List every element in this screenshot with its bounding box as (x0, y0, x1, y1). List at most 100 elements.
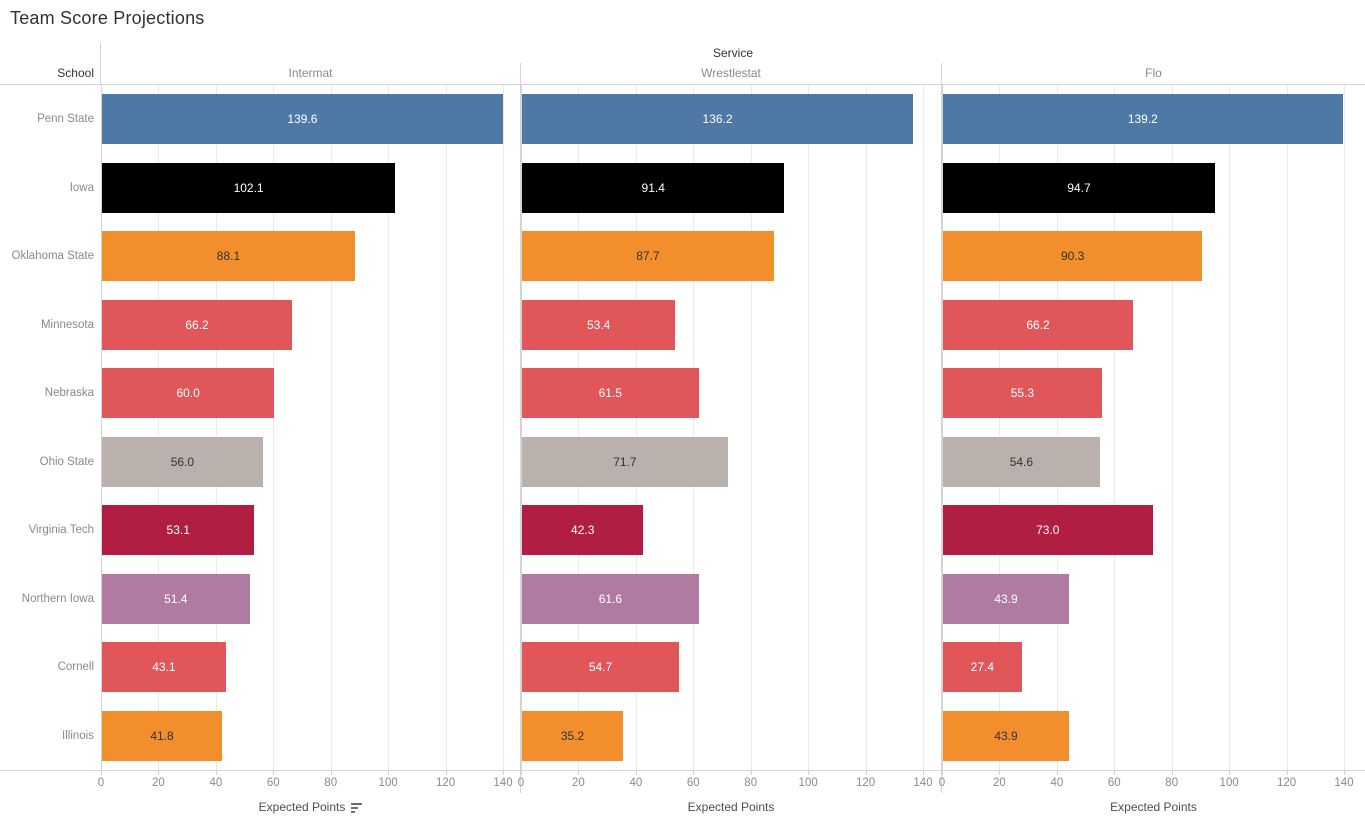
row-label-oklahoma-state[interactable]: Oklahoma State (11, 250, 94, 263)
bar-penn-state-intermat[interactable]: 139.6 (102, 94, 503, 145)
row-label-iowa[interactable]: Iowa (69, 181, 94, 194)
bar-value-label: 42.3 (571, 523, 595, 538)
panel-header-intermat[interactable]: Intermat (288, 66, 333, 80)
x-axis-title-label: Expected Points (687, 800, 775, 814)
bar-value-label: 53.4 (586, 317, 611, 332)
row-label-northern-iowa[interactable]: Northern Iowa (21, 592, 94, 605)
x-axis-title-wrestlestat[interactable]: Expected Points (521, 799, 941, 815)
axis-tick (521, 771, 522, 775)
bar-virginia-tech-wrestlestat[interactable]: 42.3 (522, 505, 644, 556)
axis-tick-label: 0 (938, 777, 946, 789)
bar-cornell-flo[interactable]: 27.4 (943, 642, 1022, 693)
axis-tick (578, 771, 580, 775)
row-label-ohio-state[interactable]: Ohio State (39, 455, 94, 468)
bar-value-label: 94.7 (1067, 180, 1091, 195)
bar-value-label: 61.5 (598, 386, 622, 401)
axis-tick (388, 771, 390, 775)
axis-tick-label: 60 (1107, 777, 1121, 789)
bar-value-label: 56.0 (170, 454, 195, 469)
bar-minnesota-flo[interactable]: 66.2 (943, 299, 1134, 350)
axis-tick (923, 771, 924, 775)
bar-cornell-intermat[interactable]: 43.1 (102, 642, 226, 693)
row-label-minnesota[interactable]: Minnesota (40, 318, 94, 331)
header-underline (0, 84, 1365, 85)
bar-virginia-tech-flo[interactable]: 73.0 (943, 505, 1153, 556)
axis-tick (330, 771, 332, 775)
row-label-nebraska[interactable]: Nebraska (44, 387, 94, 400)
bar-nebraska-wrestlestat[interactable]: 61.5 (522, 368, 699, 419)
axis-tick-label: 60 (266, 777, 280, 789)
axis-tick-label: 120 (855, 777, 876, 789)
page-title: Team Score Projections (10, 8, 205, 28)
bar-penn-state-wrestlestat[interactable]: 136.2 (522, 94, 914, 145)
x-axis-title-intermat[interactable]: Expected Points (101, 799, 520, 815)
row-label-penn-state[interactable]: Penn State (37, 113, 94, 126)
bar-oklahoma-state-flo[interactable]: 90.3 (943, 231, 1203, 282)
gridline (1114, 85, 1116, 770)
bar-ohio-state-flo[interactable]: 54.6 (943, 436, 1100, 487)
gridline (1286, 85, 1288, 770)
panel-header-flo[interactable]: Flo (1145, 66, 1162, 80)
gridline (445, 85, 447, 770)
panel-divider-2 (941, 63, 942, 793)
row-group-header[interactable]: School (57, 66, 94, 80)
axis-tick (445, 771, 447, 775)
bar-minnesota-wrestlestat[interactable]: 53.4 (522, 299, 676, 350)
gridline (923, 85, 924, 770)
axis-tick (215, 771, 217, 775)
bar-ohio-state-wrestlestat[interactable]: 71.7 (522, 436, 728, 487)
bar-northern-iowa-intermat[interactable]: 51.4 (102, 573, 250, 624)
gridline (750, 85, 752, 770)
axis-tick-label: 40 (1050, 777, 1064, 789)
row-label-cornell[interactable]: Cornell (57, 661, 94, 674)
bar-illinois-flo[interactable]: 43.9 (943, 710, 1070, 761)
axis-tick-label: 80 (744, 777, 758, 789)
gridline (158, 85, 160, 770)
bar-value-label: 73.0 (1036, 523, 1060, 538)
gridline (330, 85, 332, 770)
axis-tick (693, 771, 695, 775)
gridline (503, 85, 504, 770)
axis-tick-label: 60 (686, 777, 700, 789)
bar-value-label: 90.3 (1060, 249, 1085, 264)
bar-illinois-wrestlestat[interactable]: 35.2 (522, 710, 624, 761)
sort-descending-icon[interactable] (351, 802, 363, 813)
bar-nebraska-flo[interactable]: 55.3 (943, 368, 1102, 419)
x-axis-title-flo[interactable]: Expected Points (942, 799, 1365, 815)
axis-tick-label: 140 (913, 777, 933, 789)
bar-value-label: 102.1 (233, 180, 264, 195)
axis-tick (1114, 771, 1116, 775)
bar-illinois-intermat[interactable]: 41.8 (102, 710, 223, 761)
axis-tick-label: 20 (572, 777, 585, 789)
axis-tick (1229, 771, 1231, 775)
bar-cornell-wrestlestat[interactable]: 54.7 (522, 642, 680, 693)
panel-divider-1 (520, 63, 521, 793)
x-axis-line (0, 770, 1365, 771)
bar-nebraska-intermat[interactable]: 60.0 (102, 368, 275, 419)
row-label-illinois[interactable]: Illinois (62, 729, 94, 742)
bar-value-label: 54.7 (588, 660, 613, 675)
bar-value-label: 53.1 (166, 523, 190, 538)
axis-tick-label: 0 (517, 777, 525, 789)
row-label-virginia-tech[interactable]: Virginia Tech (28, 524, 94, 537)
gridline (215, 85, 217, 770)
bar-iowa-wrestlestat[interactable]: 91.4 (522, 162, 785, 213)
axis-tick-label: 0 (97, 777, 105, 789)
bar-oklahoma-state-wrestlestat[interactable]: 87.7 (522, 231, 774, 282)
bar-iowa-intermat[interactable]: 102.1 (102, 162, 396, 213)
bar-virginia-tech-intermat[interactable]: 53.1 (102, 505, 255, 556)
bar-oklahoma-state-intermat[interactable]: 88.1 (102, 231, 355, 282)
bar-minnesota-intermat[interactable]: 66.2 (102, 299, 293, 350)
bar-ohio-state-intermat[interactable]: 56.0 (102, 436, 263, 487)
bar-northern-iowa-flo[interactable]: 43.9 (943, 573, 1070, 624)
bar-northern-iowa-wrestlestat[interactable]: 61.6 (522, 573, 699, 624)
axis-tick-label: 40 (629, 777, 643, 789)
gridline (101, 85, 102, 770)
bar-penn-state-flo[interactable]: 139.2 (943, 94, 1343, 145)
bar-iowa-flo[interactable]: 94.7 (943, 162, 1215, 213)
panel-header-wrestlestat[interactable]: Wrestlestat (701, 66, 761, 80)
bar-value-label: 35.2 (560, 728, 585, 743)
bar-value-label: 27.4 (970, 660, 995, 675)
axis-tick (101, 771, 102, 775)
axis-tick (999, 771, 1001, 775)
